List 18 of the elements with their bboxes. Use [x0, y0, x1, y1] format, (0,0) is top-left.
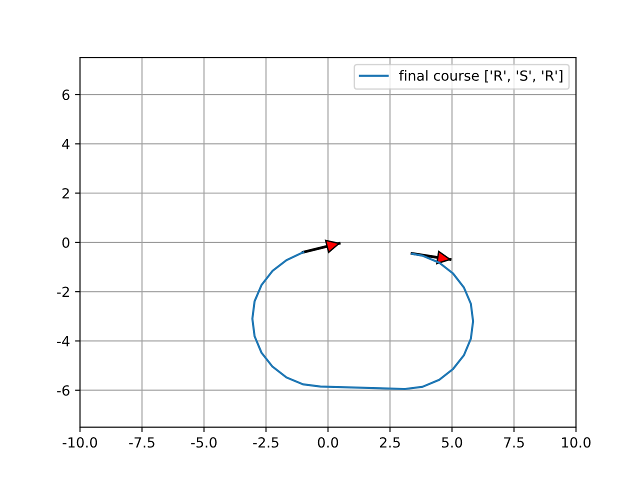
x-tick-label: -10.0	[62, 437, 98, 448]
line-series	[251, 251, 474, 390]
legend-label: final course ['R', 'S', 'R']	[399, 70, 562, 82]
y-tick-label: -2	[57, 286, 69, 297]
y-tick-label: -4	[57, 336, 70, 346]
x-tick-label: 0.0	[318, 437, 338, 448]
y-tick-label: 2	[62, 188, 69, 198]
x-tick-label: 5.0	[442, 437, 462, 448]
y-tick-label: -6	[57, 385, 70, 396]
y-tick-label: 6	[62, 90, 70, 100]
x-tick-label: -5.0	[191, 437, 217, 448]
y-tick-label: 4	[62, 138, 70, 150]
x-tick-label: 7.5	[504, 437, 524, 448]
x-tick-label: -2.5	[253, 437, 278, 448]
x-tick-label: -7.5	[129, 437, 154, 448]
x-tick-label: 10.0	[562, 437, 591, 448]
x-tick-label: 2.5	[380, 437, 400, 448]
y-tick-label: 0	[62, 237, 70, 248]
